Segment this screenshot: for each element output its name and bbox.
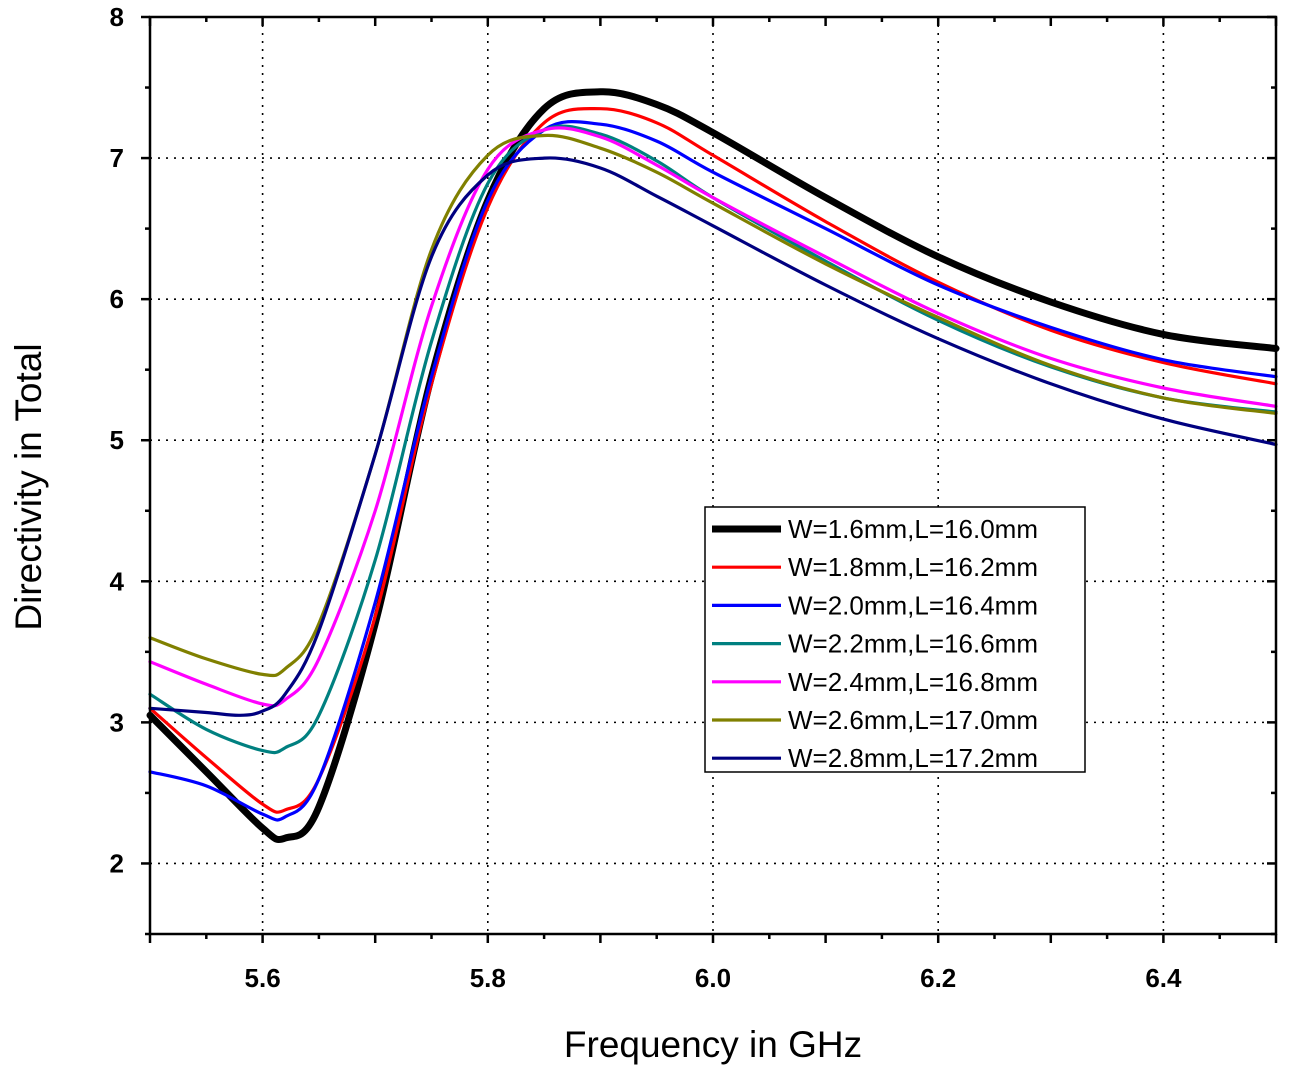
plot-frame [148, 15, 1278, 936]
y-tick-label: 3 [110, 707, 124, 737]
y-tick-label: 4 [110, 566, 125, 596]
y-tick-label: 5 [110, 425, 124, 455]
series-line-1 [146, 88, 1280, 844]
x-axis-title: Frequency in GHz [564, 1024, 862, 1065]
x-tick-label: 6.2 [920, 963, 956, 993]
x-tick-label: 5.6 [245, 963, 281, 993]
legend-box [704, 506, 1086, 773]
series-line-6 [148, 133, 1278, 678]
legend-label: W=2.2mm,L=16.6mm [788, 629, 1038, 659]
y-axis-title: Directivity in Total [8, 343, 49, 630]
legend-label: W=1.6mm,L=16.0mm [788, 514, 1038, 544]
legend-label: W=2.8mm,L=17.2mm [788, 743, 1038, 773]
series-lines [146, 88, 1280, 844]
legend: W=1.6mm,L=16.0mm W=1.8mm,L=16.2mm W=2.0mm,… [704, 506, 1086, 773]
x-tick-label: 5.8 [470, 963, 506, 993]
legend-label: W=2.6mm,L=17.0mm [788, 705, 1038, 735]
x-tick-label: 6.0 [695, 963, 731, 993]
x-tick-label: 6.4 [1145, 963, 1182, 993]
legend-label: W=2.4mm,L=16.8mm [788, 667, 1038, 697]
y-tick-label: 2 [110, 848, 124, 878]
legend-label: W=1.8mm,L=16.2mm [788, 552, 1038, 582]
tick-labels: 5.6 5.8 6.0 6.2 6.4 2 3 4 5 6 7 8 [110, 2, 1182, 993]
legend-label: W=2.0mm,L=16.4mm [788, 590, 1038, 620]
y-tick-label: 8 [110, 2, 124, 32]
series-line-7 [148, 156, 1278, 717]
y-tick-label: 6 [110, 284, 124, 314]
y-tick-label: 7 [110, 143, 124, 173]
series-line-5 [148, 126, 1278, 708]
axis-ticks [141, 15, 1278, 943]
